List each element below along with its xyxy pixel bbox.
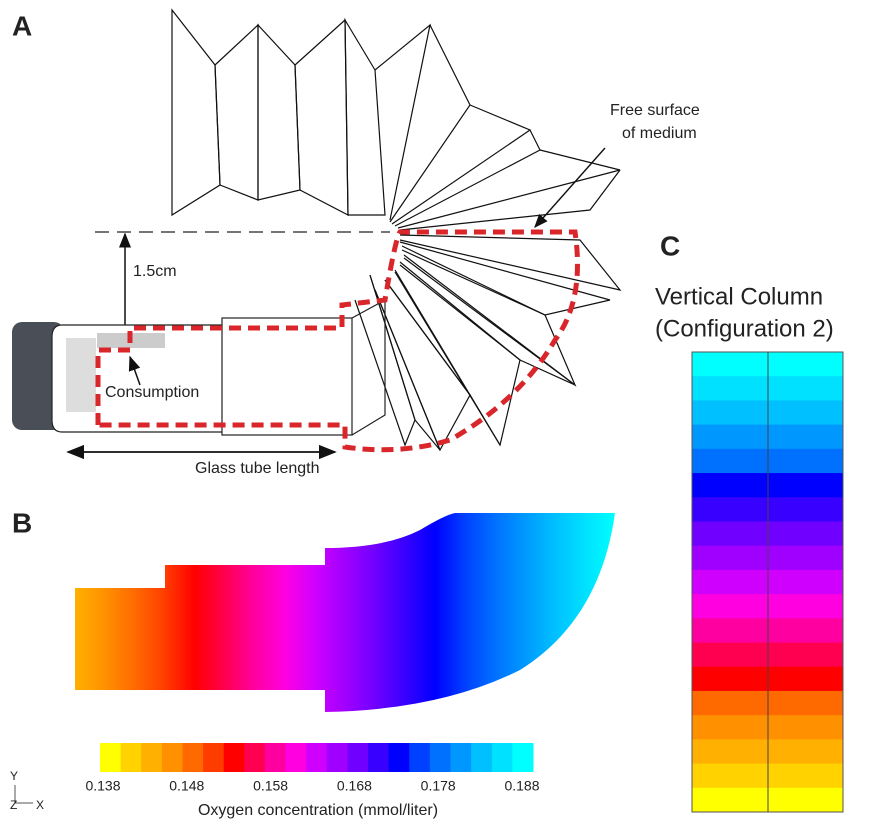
panel-label: C — [660, 230, 680, 261]
colorbar-swatch — [141, 743, 162, 772]
annotation: Free surface — [610, 102, 700, 119]
colorbar-swatch — [389, 743, 410, 772]
colorbar-tick-label: 0.138 — [85, 778, 120, 794]
panel-label: A — [12, 10, 32, 41]
colorbar-swatch — [203, 743, 224, 772]
colorbar-swatch — [347, 743, 368, 772]
colorbar-tick-label: 0.148 — [169, 778, 204, 794]
colorbar-swatch — [451, 743, 472, 772]
connector — [352, 300, 385, 435]
colorbar-swatch — [224, 743, 245, 772]
colorbar-swatch — [100, 743, 121, 772]
colorbar-swatch — [244, 743, 265, 772]
consumption-label: Consumption — [105, 384, 199, 401]
colorbar: 0.138 0.148 0.158 0.168 0.178 0.188 — [85, 743, 539, 794]
medium — [66, 338, 96, 412]
colorbar-tick-label: 0.158 — [253, 778, 288, 794]
figure: A B C 1.5cm Consumption Glass tube lengt… — [0, 0, 891, 823]
axis-triad: Y Z X — [10, 769, 44, 812]
colorbar-tick-label: 0.188 — [504, 778, 539, 794]
length-label: Glass tube length — [195, 460, 320, 477]
colorbar-tick-label: 0.168 — [337, 778, 372, 794]
panel-label: B — [12, 507, 32, 538]
colorbar-label: Oxygen concentration (mmol/liter) — [198, 802, 438, 819]
panel-title: Vertical Column — [655, 283, 823, 310]
axis-label: Z — [10, 798, 17, 812]
colorbar-swatch — [286, 743, 307, 772]
height-label: 1.5cm — [133, 263, 177, 280]
colorbar-swatch — [306, 743, 327, 772]
colorbar-swatch — [471, 743, 492, 772]
pointer — [535, 148, 605, 227]
colorbar-swatch — [512, 743, 533, 772]
colorbar-swatch — [492, 743, 513, 772]
annotation: of medium — [622, 125, 697, 142]
colorbar-swatch — [182, 743, 203, 772]
concentration-field — [75, 513, 615, 712]
axis-label: Y — [10, 769, 18, 783]
colorbar-swatch — [265, 743, 286, 772]
colorbar-swatch — [430, 743, 451, 772]
colorbar-swatch — [368, 743, 389, 772]
connector — [222, 318, 352, 435]
colorbar-swatch — [409, 743, 430, 772]
colorbar-swatch — [121, 743, 142, 772]
colorbar-swatch — [162, 743, 183, 772]
colorbar-tick-label: 0.178 — [421, 778, 456, 794]
panel-title: (Configuration 2) — [655, 315, 834, 342]
axis-label: X — [36, 798, 44, 812]
colorbar-swatch — [327, 743, 348, 772]
